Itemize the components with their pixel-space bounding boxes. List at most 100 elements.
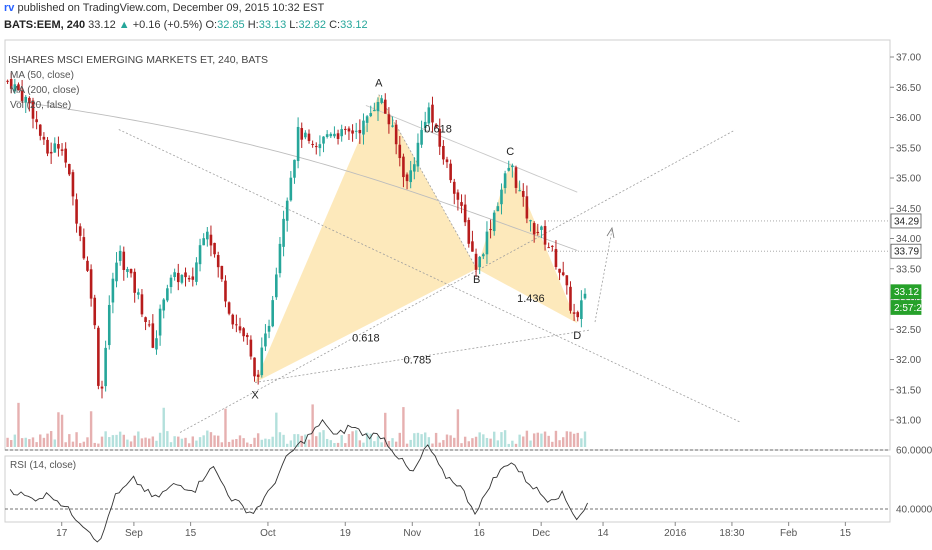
volume-bar — [28, 439, 31, 447]
legend-ma50[interactable]: MA (50, close) — [10, 70, 74, 81]
trendline-xb — [179, 129, 736, 433]
volume-bar — [293, 434, 296, 447]
candle-body — [474, 253, 478, 270]
candle-body — [420, 129, 423, 145]
volume-bar — [572, 433, 576, 447]
volume-bar — [100, 436, 104, 447]
volume-bar — [402, 407, 405, 447]
volume-bar — [57, 412, 60, 447]
candle-body — [282, 218, 285, 247]
volume-bar — [576, 432, 579, 447]
candle-body — [53, 143, 57, 153]
candle-body — [78, 226, 82, 236]
volume-bar — [184, 437, 187, 447]
point-label-b: B — [473, 274, 480, 286]
ratio-label: 0.618 — [352, 332, 380, 344]
ma50-line — [365, 104, 578, 193]
volume-bar — [89, 411, 93, 447]
volume-bar — [463, 436, 467, 447]
high-label: H: — [247, 19, 259, 31]
price-tick-label: 33.50 — [896, 264, 921, 275]
candle-body — [206, 231, 209, 240]
candle-body — [413, 164, 416, 172]
legend-vol[interactable]: Vol (20, false) — [10, 100, 71, 111]
price-tick-label: 33.00 — [896, 295, 921, 306]
candle-body — [93, 297, 97, 326]
time-tick-label: 17 — [56, 528, 68, 539]
volume-bar — [365, 432, 369, 447]
volume-bar — [97, 443, 100, 447]
candle-body — [285, 200, 289, 221]
candle-body — [369, 113, 373, 117]
candle-body — [24, 96, 28, 103]
volume-bar — [42, 437, 46, 447]
candle-body — [158, 308, 162, 336]
point-label-a: A — [375, 78, 383, 90]
volume-bar — [155, 440, 158, 447]
volume-bar — [489, 438, 492, 447]
author-name[interactable]: rv — [4, 2, 15, 14]
candle-body — [307, 133, 311, 141]
candle-body — [391, 125, 394, 127]
candle-body — [554, 249, 558, 268]
candle-body — [336, 133, 340, 139]
volume-bar — [260, 439, 263, 447]
candle-body — [507, 167, 511, 171]
volume-bar — [347, 434, 351, 447]
candle-body — [271, 300, 274, 327]
candle-body — [100, 386, 104, 389]
volume-bar — [496, 440, 500, 447]
legend-rsi[interactable]: RSI (14, close) — [10, 460, 76, 471]
candle-body — [318, 144, 322, 149]
volume-bar — [442, 440, 445, 447]
candle-body — [325, 134, 329, 137]
candle-body — [137, 292, 140, 295]
candle-body — [173, 272, 176, 278]
time-tick-label: Feb — [780, 528, 798, 539]
volume-bar — [17, 402, 20, 447]
candle-body — [253, 357, 256, 377]
candle-body — [35, 119, 38, 123]
candle-body — [344, 128, 347, 130]
price-tag-box — [890, 213, 922, 229]
close-label: C: — [329, 19, 341, 31]
volume-bar — [482, 434, 485, 447]
candle-body — [431, 104, 434, 123]
rsi-pane — [5, 419, 890, 543]
volume-bar — [264, 438, 267, 447]
volume-bar — [206, 430, 209, 447]
volume-bar — [162, 407, 165, 447]
volume-bar — [79, 443, 82, 447]
symbol-label[interactable]: BATS:EEM, 240 — [4, 19, 86, 31]
volume-bar — [511, 440, 514, 447]
candle-body — [202, 238, 205, 246]
price-tick-label: 31.50 — [896, 385, 921, 396]
candle-body — [296, 126, 300, 162]
volume-bar — [86, 437, 89, 447]
price-tick-label: 31.00 — [896, 416, 921, 427]
candle-body — [238, 326, 242, 331]
candle-body — [380, 98, 383, 103]
time-tick-label: 2016 — [664, 528, 687, 539]
volume-bar — [398, 432, 401, 447]
candle-body — [184, 272, 187, 278]
trendline-ad — [118, 129, 741, 423]
candle-body — [416, 142, 420, 167]
volume-bar — [282, 434, 285, 447]
point-label-d: D — [573, 330, 581, 342]
volume-bar — [267, 439, 271, 447]
volume-bar — [296, 434, 300, 447]
candle-body — [235, 324, 238, 326]
price-tag-level: 34.29 — [894, 216, 919, 227]
volume-bar — [373, 441, 376, 447]
volume-bar — [325, 438, 329, 447]
legend-ma200[interactable]: MA (200, close) — [10, 85, 79, 96]
price-tick-label: 35.00 — [896, 174, 921, 185]
volume-bar — [416, 432, 420, 447]
volume-bar — [554, 430, 558, 447]
volume-bar — [82, 441, 86, 447]
volume-bar — [187, 443, 191, 447]
price-tag-last: 33.12 — [894, 287, 919, 298]
candle-body — [460, 202, 463, 206]
